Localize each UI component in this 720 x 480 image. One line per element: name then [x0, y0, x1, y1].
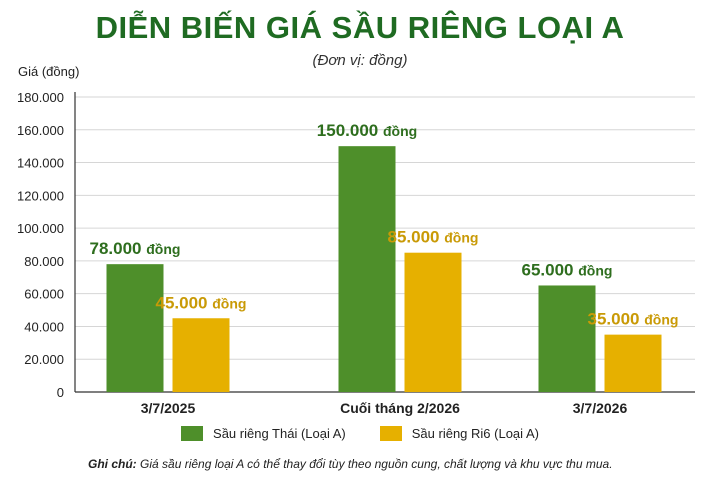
y-axis-title: Giá (đồng) [18, 64, 80, 79]
legend-swatch-ri6 [379, 426, 402, 441]
y-tick-label: 140.000 [17, 156, 64, 171]
data-label-thai: 150.000 đồng [317, 121, 417, 140]
y-tick-label: 100.000 [17, 221, 64, 236]
data-label-thai: 65.000 đồng [522, 260, 613, 279]
legend-label-ri6: Sầu riêng Ri6 (Loại A) [411, 426, 539, 441]
y-tick-label: 180.000 [17, 90, 64, 105]
legend-label-thai: Sầu riêng Thái (Loại A) [213, 426, 346, 441]
data-label-ri6: 45.000 đồng [156, 293, 247, 312]
legend-swatch-thai [181, 426, 204, 441]
data-label-ri6: 85.000 đồng [388, 228, 479, 247]
bar-ri6 [604, 334, 662, 392]
y-tick-label: 160.000 [17, 123, 64, 138]
y-tick-label: 80.000 [24, 254, 64, 269]
y-tick-label: 60.000 [24, 287, 64, 302]
footnote-label: Ghi chú: [88, 457, 137, 471]
bar-ri6 [172, 318, 230, 392]
y-tick-label: 20.000 [24, 352, 64, 367]
footnote-text: Giá sầu riêng loại A có thể thay đổi tùy… [140, 457, 613, 471]
y-tick-label: 40.000 [24, 319, 64, 334]
data-label-ri6: 35.000 đồng [588, 310, 679, 329]
bar-thai [106, 264, 164, 392]
bar-ri6 [404, 252, 462, 392]
legend: Sầu riêng Thái (Loại A) Sầu riêng Ri6 (L… [0, 426, 720, 441]
x-tick-label: 3/7/2025 [141, 400, 196, 416]
legend-item-thai: Sầu riêng Thái (Loại A) [181, 426, 346, 441]
y-tick-label: 120.000 [17, 188, 64, 203]
chart-title: DIỄN BIẾN GIÁ SẦU RIÊNG LOẠI A [95, 10, 625, 45]
x-tick-label: Cuối tháng 2/2026 [340, 400, 460, 416]
data-label-thai: 78.000 đồng [90, 239, 181, 258]
y-tick-label: 0 [57, 385, 64, 400]
chart-subtitle: (Đơn vị: đồng) [312, 52, 408, 69]
legend-item-ri6: Sầu riêng Ri6 (Loại A) [379, 426, 539, 441]
x-tick-label: 3/7/2026 [573, 400, 628, 416]
footnote: Ghi chú: Giá sầu riêng loại A có thể tha… [88, 457, 613, 471]
bar-thai [538, 285, 596, 392]
bar-thai [338, 146, 396, 392]
